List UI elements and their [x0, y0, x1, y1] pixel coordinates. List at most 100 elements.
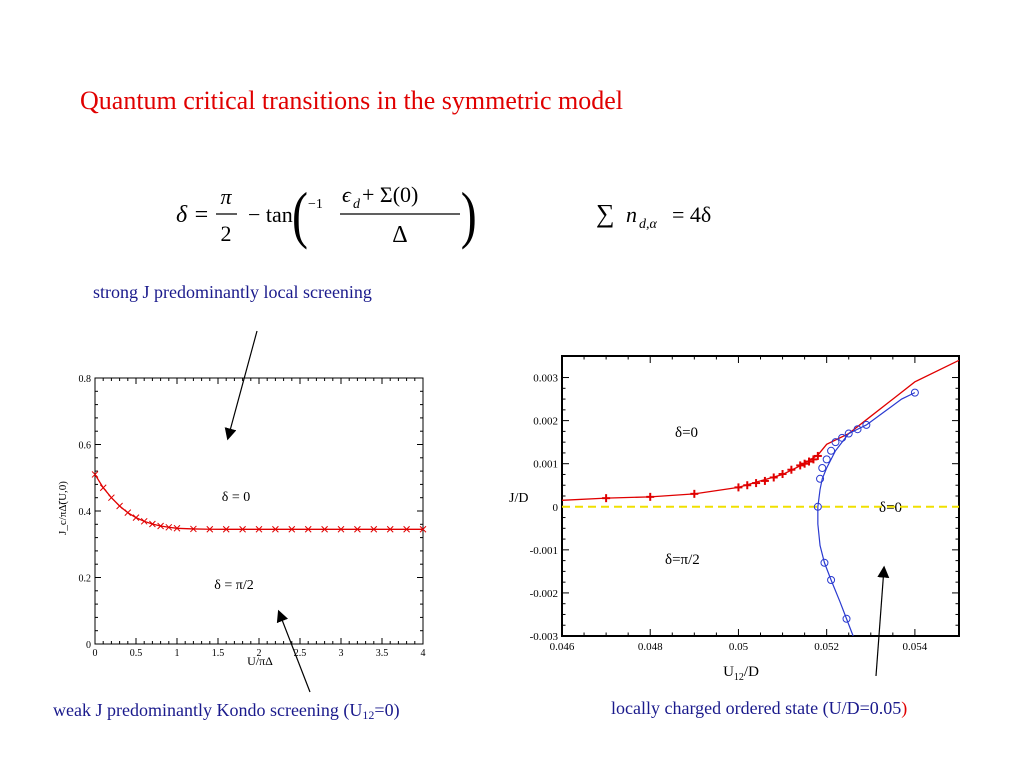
data-marker-x [337, 525, 345, 533]
caption-charged-pre: locally charged ordered state (U/D=0.05 [611, 698, 902, 718]
plot-area: 0.046 0.048 0.05 0.052 0.054 -0.003 -0.002 -0.0… [530, 355, 960, 653]
eq-inverse: −1 [308, 197, 323, 212]
data-marker-x [288, 525, 296, 533]
chart-left: J_c/πΔ̃(U,0) U/πΔ δ = 0 δ = π/2 0 0.5 1 1.5… [57, 374, 427, 668]
plot-area: 0 0.5 1 1.5 2 2.5 3 3.5 4 0 0.2 0.4 0.6 0.8 [79, 374, 427, 659]
chart-right: J/D U12/D δ=0 δ=0 δ=π/2 0.046 0.048 0.05 0.… [509, 355, 960, 683]
eq-numerator-rest: + Σ(0) [362, 182, 418, 207]
eq-sum-symbol: ∑ [596, 199, 615, 228]
data-marker-x [239, 525, 246, 533]
x-tick-label: 0.048 [638, 641, 663, 653]
data-marker-circle [816, 474, 825, 483]
data-marker-x [304, 525, 312, 533]
data-marker-x [124, 509, 132, 517]
data-marker-x [354, 525, 361, 533]
eq-sum-sub: d,α [639, 217, 658, 232]
data-marker-circle [842, 614, 851, 623]
data-marker-circle [831, 438, 840, 447]
x-tick-label: 3.5 [376, 648, 389, 659]
data-marker-x [386, 525, 394, 533]
data-marker-circle [820, 558, 829, 567]
plot-frame [94, 377, 424, 645]
right-annotation-delta0-right: δ=0 [879, 500, 902, 516]
caption-charged: locally charged ordered state (U/D=0.05) [611, 698, 907, 719]
data-marker-x [419, 525, 427, 533]
y-tick-label: 0.003 [533, 373, 558, 385]
right-chart-xlabel: U12/D [723, 664, 759, 683]
caption-charged-paren: ) [901, 698, 908, 718]
data-marker-x [157, 522, 164, 530]
left-annotation-deltapi2: δ = π/2 [214, 578, 253, 593]
data-marker-x [272, 525, 279, 533]
x-tick-label: 0.052 [814, 641, 839, 653]
caption-weak-post: =0) [374, 700, 400, 720]
delta-equation: δ = π 2 − tan −1 ( ϵ d + Σ(0) Δ ) [176, 181, 477, 251]
eq-numerator-sub: d [353, 197, 361, 212]
data-marker-circle [822, 455, 831, 464]
x-tick-label: 2.5 [294, 648, 307, 659]
data-marker-circle [862, 420, 871, 429]
sum-equation: ∑ n d,α = 4δ [596, 199, 711, 232]
equations: δ = π 2 − tan −1 ( ϵ d + Σ(0) Δ ) ∑ n d,… [176, 181, 711, 251]
eq-two: 2 [221, 221, 232, 246]
arrow-weak [276, 609, 311, 693]
left-chart-ylabel: J_c/πΔ̃(U,0) [57, 481, 69, 535]
y-tick-label: -0.002 [530, 588, 558, 600]
series-line-blue [817, 392, 916, 636]
data-marker-x [140, 517, 148, 525]
eq-left-paren: ( [292, 181, 308, 251]
eq-denominator: Δ [392, 222, 407, 248]
data-marker-circle [813, 502, 822, 511]
y-tick-label: 0.001 [533, 459, 558, 471]
plot-frame [561, 355, 960, 637]
y-tick-label: 0.6 [79, 441, 92, 452]
eq-pi: π [220, 184, 232, 209]
series-line-red [562, 359, 959, 501]
x-tick-label: 0.054 [903, 641, 928, 653]
slide-title: Quantum critical transitions in the symm… [80, 86, 623, 115]
x-tick-label: 1 [175, 648, 180, 659]
arrow-charged [875, 565, 890, 677]
data-marker-circle [827, 576, 836, 584]
x-tick-label: 4 [421, 648, 426, 659]
eq-sum-n: n [626, 202, 637, 227]
caption-weak-sub: 12 [362, 708, 375, 722]
caption-weak-pre: weak J predominantly Kondo screening (U [53, 700, 363, 720]
data-marker-x [108, 494, 115, 502]
data-marker-circle [827, 446, 836, 455]
left-chart-xlabel: U/πΔ [247, 654, 273, 668]
caption-strong: strong J predominantly local screening [93, 282, 372, 302]
data-marker-x [370, 525, 378, 533]
eq-delta-lhs: δ = [176, 202, 209, 228]
data-marker-x [190, 525, 197, 533]
y-tick-label: 0.8 [79, 374, 92, 385]
data-marker-x [91, 471, 99, 478]
data-marker-circle [844, 429, 853, 438]
arrow-strong [224, 330, 258, 441]
data-marker-x [149, 520, 156, 528]
eq-right-paren: ) [461, 181, 477, 251]
series-group [562, 359, 959, 636]
y-tick-label: 0.2 [79, 574, 92, 585]
eq-minus-tan: − tan [248, 202, 293, 227]
eq-numerator-eps: ϵ [342, 182, 352, 207]
x-tick-label: 0 [93, 648, 98, 659]
caption-weak: weak J predominantly Kondo screening (U1… [53, 700, 400, 723]
y-tick-label: 0.4 [79, 507, 92, 518]
x-tick-label: 1.5 [212, 648, 225, 659]
data-marker-x [99, 484, 107, 492]
x-tick-label: 0.046 [550, 641, 575, 653]
y-tick-label: 0.002 [533, 416, 558, 428]
data-marker-x [255, 525, 263, 533]
left-annotation-delta0: δ = 0 [222, 490, 251, 505]
y-tick-label: 0 [553, 502, 559, 514]
eq-sum-rhs: = 4δ [672, 202, 711, 227]
data-marker-x [321, 525, 328, 533]
data-marker-circle [910, 388, 919, 397]
data-marker-x [206, 525, 214, 533]
data-marker-x [165, 523, 173, 531]
right-annotation-delta0-top: δ=0 [675, 425, 698, 441]
data-marker-x [403, 525, 410, 533]
data-marker-x [132, 514, 140, 522]
